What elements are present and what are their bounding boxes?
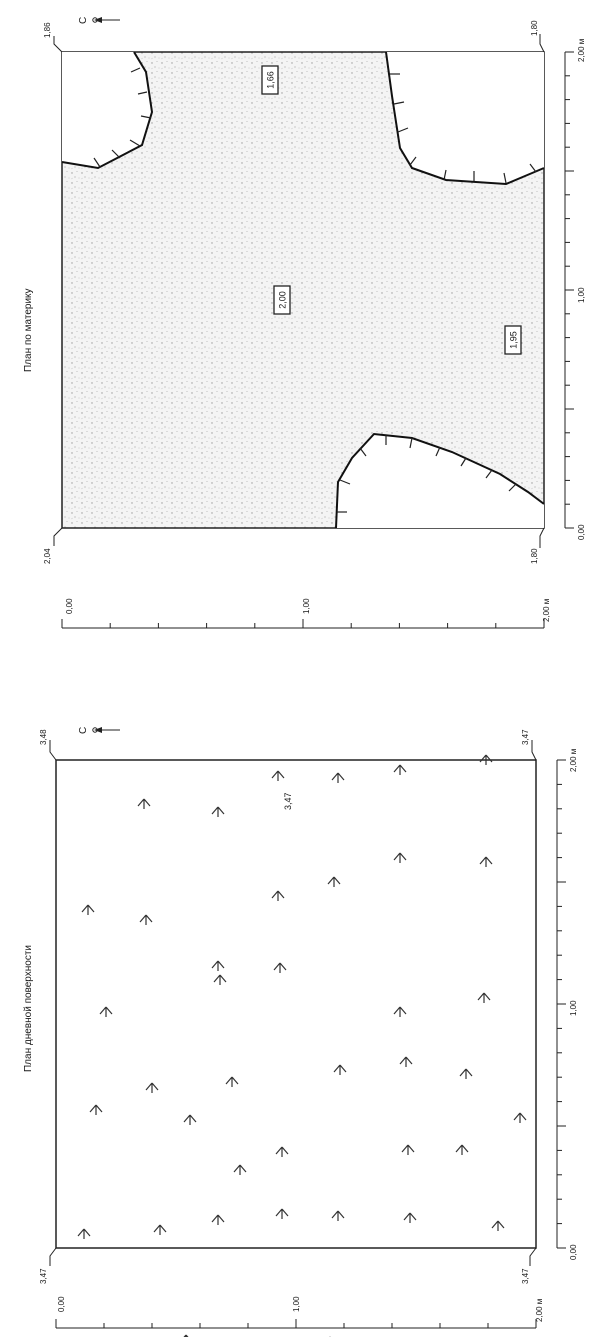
north-label-bottom: С [78,727,89,734]
scale-y-bottom-start: 0,00 [57,1296,66,1312]
pit-hachures-top-left [93,67,152,168]
plan-title-top: План по материку [23,288,34,372]
scale-y-bottom-mid: 1,00 [292,1296,301,1312]
plan-title-bottom: План дневной поверхности [23,945,34,1072]
elevation-label-2: 2,00 [273,285,291,315]
corner-mark-surface-top-left: 3,48 [39,729,48,745]
scale-y-bottom-end: 2,00 м [535,1299,544,1322]
scale-x-bottom-end: 2,00 м [569,749,578,772]
surface-elevation-value: 3,47 [283,792,293,810]
north-label-top: С [78,17,89,24]
corner-mark-top-left: 1,86 [43,22,52,38]
pit-fill-bottom [336,434,544,528]
scale-x-top-start: 0,00 [577,524,586,540]
elevation-value-1: 1,66 [266,71,276,89]
pit-edge-top-left [61,51,154,170]
elevation-label-1: 1,66 [261,65,279,95]
elevation-value-2: 2,00 [278,291,288,309]
scale-y-top-mid: 1,00 [302,598,311,614]
corner-mark-bottom-left: 2,04 [43,548,52,564]
scale-y-top-start: 0,00 [65,598,74,614]
pit-fill-top-left [62,52,152,168]
pit-fill-top-right [386,52,544,184]
scale-x-bottom-mid: 1,00 [569,1000,578,1016]
scale-x-bottom [556,759,566,1249]
scale-y-top-end: 2,00 м [542,599,551,622]
corner-mark-surface-bottom-right: 3,47 [521,1268,530,1284]
pit-edge-top-right [385,51,545,186]
north-arrow-bottom-icon: С [78,727,120,734]
corner-mark-bottom-right: 1,80 [530,548,539,564]
plan-surface: 3,47 3,48 3,47 3,47 3,47 С План дневной … [23,727,578,1342]
corner-mark-top-right: 1,80 [530,20,539,36]
plan-surface-area [55,759,537,1249]
elevation-value-3: 1,95 [509,331,519,349]
pit-hachures-bottom [337,435,517,513]
corner-mark-surface-bottom-left: 3,47 [39,1268,48,1284]
corner-mark-surface-top-right: 3,47 [521,729,530,745]
scale-x-top [564,51,574,529]
plan-bedrock: 1,66 2,00 1,95 1,86 1,80 2,04 1,80 С [23,17,586,629]
elevation-label-3: 1,95 [504,325,522,355]
pit-hachures-top-right [390,73,537,184]
scale-x-top-end: 2,00 м [577,39,586,62]
scale-x-bottom-start: 0,00 [569,1244,578,1260]
scale-x-top-mid: 1,00 [577,287,586,303]
scale-y-bottom [55,1319,537,1329]
north-arrow-top-icon: С [78,17,120,24]
corner-leaders-top [53,34,545,548]
corner-leaders-bottom [49,740,537,1266]
scale-y-top [61,619,545,629]
